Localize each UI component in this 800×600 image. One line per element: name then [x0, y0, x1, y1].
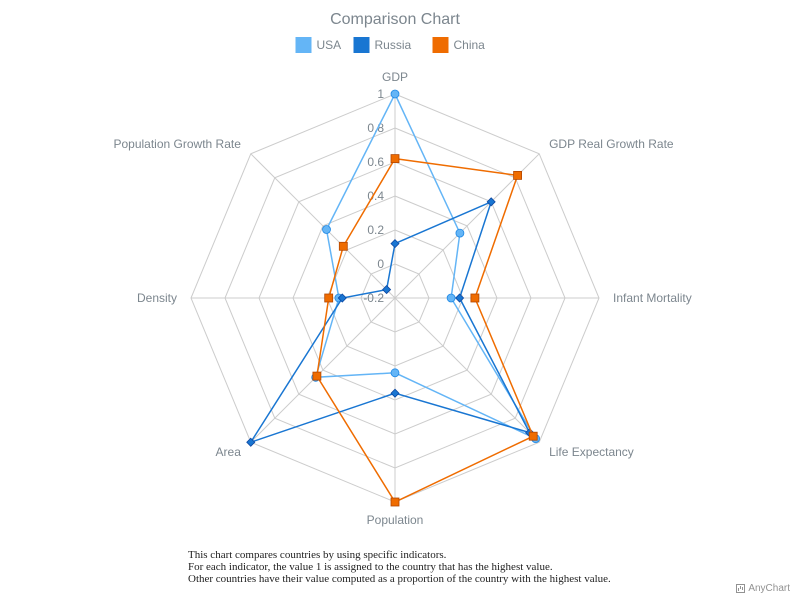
credits-label: AnyChart	[748, 583, 790, 594]
data-point[interactable]	[390, 497, 400, 507]
footnote-line: Other countries have their value compute…	[188, 573, 611, 585]
data-point[interactable]	[338, 241, 348, 251]
legend-swatch	[295, 37, 312, 53]
category-label: GDP	[382, 70, 408, 84]
series-line	[249, 200, 532, 444]
category-label: Density	[137, 291, 177, 305]
legend-label: China	[454, 38, 486, 52]
chart-footnote: This chart compares countries by using s…	[188, 549, 708, 585]
data-point[interactable]	[513, 170, 522, 180]
data-point[interactable]	[382, 285, 392, 295]
legend-swatch	[353, 37, 370, 53]
credits-link[interactable]: AnyChart	[736, 583, 790, 594]
data-point[interactable]	[390, 388, 400, 398]
category-label: Area	[216, 445, 242, 459]
series-group	[246, 89, 540, 507]
category-label: Infant Mortality	[613, 291, 692, 305]
data-point[interactable]	[324, 293, 334, 303]
footnote-line: This chart compares countries by using s…	[188, 549, 447, 561]
series-line	[316, 157, 535, 503]
category-label: Life Expectancy	[549, 445, 634, 459]
tick-label: 0	[377, 257, 384, 271]
data-point[interactable]	[390, 154, 400, 164]
series-russia	[246, 197, 535, 447]
legend-item-usa[interactable]: USA	[295, 37, 342, 53]
category-labels: GDP GDP Real Growth Rate Infant Mortality L…	[113, 70, 691, 527]
data-point[interactable]	[486, 197, 496, 207]
legend: USA Russia China	[295, 37, 486, 53]
category-label: Population	[367, 513, 424, 527]
series-usa	[311, 89, 540, 444]
chart-icon	[736, 584, 746, 593]
legend-item-china[interactable]: China	[432, 37, 486, 53]
data-point[interactable]	[246, 437, 256, 447]
data-point[interactable]	[322, 225, 331, 234]
radar-spoke	[394, 297, 540, 443]
legend-item-russia[interactable]: Russia	[353, 37, 412, 53]
footnote-line: For each indicator, the value 1 is assig…	[188, 561, 553, 573]
legend-label: Russia	[375, 38, 412, 52]
radar-spokes	[191, 94, 599, 502]
data-point[interactable]	[312, 371, 322, 381]
data-point[interactable]	[455, 293, 465, 303]
data-point[interactable]	[446, 293, 456, 303]
data-point[interactable]	[528, 431, 538, 441]
tick-label: -0.2	[363, 291, 384, 305]
category-label: GDP Real Growth Rate	[549, 137, 674, 151]
data-point[interactable]	[390, 89, 400, 99]
radar-spoke	[250, 297, 396, 443]
chart-title: Comparison Chart	[330, 11, 460, 28]
tick-label: 1	[377, 87, 384, 101]
data-point[interactable]	[470, 293, 480, 303]
legend-swatch	[432, 37, 449, 53]
series-line	[314, 92, 538, 441]
radial-tick-labels: 10.80.60.40.20-0.2	[363, 87, 384, 305]
data-point[interactable]	[455, 228, 465, 238]
tick-label: 0.2	[367, 223, 384, 237]
data-point[interactable]	[337, 293, 347, 303]
radar-spoke	[250, 153, 396, 299]
category-label: Population Growth Rate	[113, 137, 241, 151]
series-china	[312, 154, 538, 507]
data-point[interactable]	[390, 368, 400, 378]
data-point[interactable]	[390, 239, 400, 249]
legend-label: USA	[317, 38, 342, 52]
tick-label: 0.6	[367, 155, 384, 169]
